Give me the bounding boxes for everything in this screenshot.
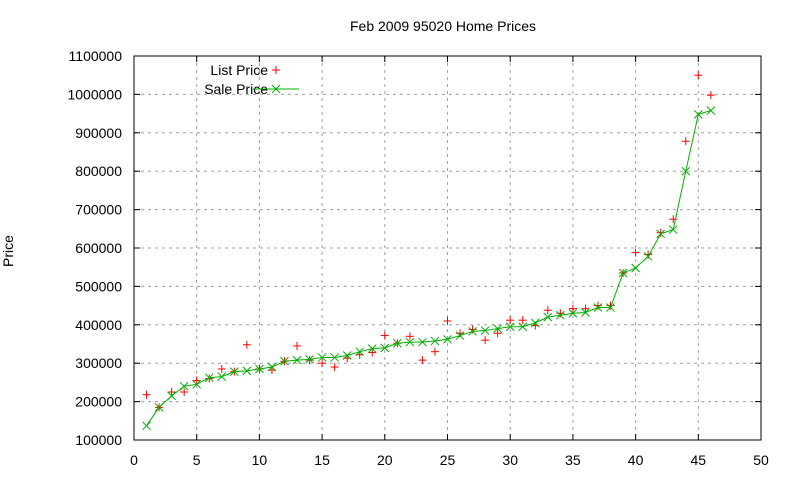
x-tick-label: 40 <box>628 452 644 468</box>
x-tick-label: 5 <box>193 452 201 468</box>
grid-lines <box>134 56 761 440</box>
y-tick-label: 300000 <box>75 355 122 371</box>
chart-title: Feb 2009 95020 Home Prices <box>350 18 536 34</box>
y-tick-label: 1000000 <box>67 86 122 102</box>
x-tick-label: 35 <box>565 452 581 468</box>
plot-frame <box>133 55 762 441</box>
legend-marker-cross-line-icon <box>253 84 299 94</box>
x-tick-label: 45 <box>691 452 707 468</box>
data-series <box>142 71 716 431</box>
y-tick-label: 500000 <box>75 278 122 294</box>
x-tick-label: 0 <box>130 452 138 468</box>
y-tick-label: 100000 <box>75 432 122 448</box>
x-tick-label: 30 <box>502 452 518 468</box>
x-tick-label: 50 <box>753 452 769 468</box>
y-tick-label: 600000 <box>75 240 122 256</box>
y-tick-label: 700000 <box>75 202 122 218</box>
x-tick-label: 25 <box>440 452 456 468</box>
legend-label-sale-price: Sale Price <box>204 81 268 97</box>
x-tick-label: 15 <box>314 452 330 468</box>
x-tick-label: 20 <box>377 452 393 468</box>
series-list-price <box>142 71 715 412</box>
axis-ticks: 0 5 10 15 20 25 30 35 40 45 50 100000 200000 300000 40… <box>67 48 769 468</box>
y-tick-label: 400000 <box>75 317 122 333</box>
legend-marker-plus-icon <box>272 66 280 74</box>
series-sale-price <box>142 106 716 431</box>
legend: List Price Sale Price <box>204 62 299 97</box>
x-tick-label: 10 <box>252 452 268 468</box>
y-tick-label: 900000 <box>75 125 122 141</box>
y-tick-label: 200000 <box>75 394 122 410</box>
y-tick-label: 800000 <box>75 163 122 179</box>
y-tick-label: 1100000 <box>69 48 123 64</box>
legend-label-list-price: List Price <box>210 62 268 78</box>
